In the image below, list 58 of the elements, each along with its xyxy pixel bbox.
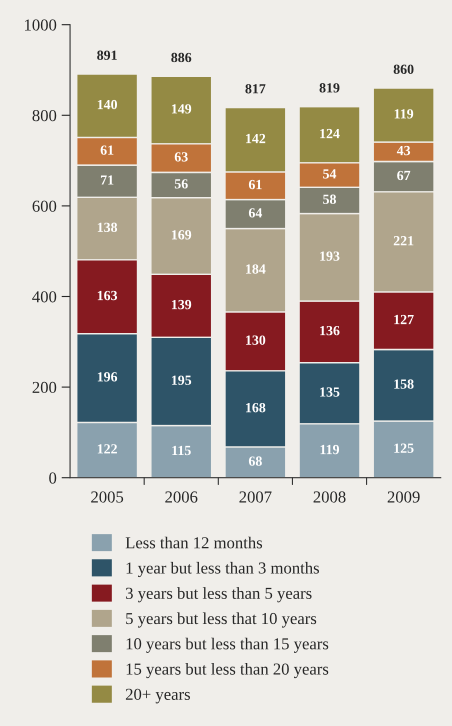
y-tick-label: 600 [32,200,56,212]
data-label: 61 [248,180,262,190]
data-label: 184 [246,264,266,274]
data-label: 127 [394,314,414,324]
data-label: 71 [100,175,114,185]
data-label: 138 [98,222,118,232]
y-tick-label: 1000 [25,19,56,31]
data-label: 142 [246,134,266,144]
total-label: 860 [394,64,414,74]
data-label: 168 [246,402,266,412]
data-label: 140 [98,100,118,110]
data-label: 64 [248,208,262,218]
legend-label: Less than 12 months [126,536,262,548]
data-label: 56 [174,179,188,189]
y-tick-label: 0 [49,472,56,484]
data-label: 139 [172,300,192,310]
y-tick-label: 800 [32,110,56,122]
data-label: 119 [320,444,340,454]
data-label: 58 [323,194,336,204]
data-label: 158 [394,379,414,389]
data-label: 135 [320,387,340,397]
data-label: 195 [172,376,192,385]
legend-label: 10 years but less than 15 years [126,638,328,653]
legend-label: 3 years but less than 5 years [126,587,312,602]
legend-label: 15 years but less than 20 years [126,662,328,678]
total-label: 891 [97,50,117,60]
data-label: 54 [323,169,336,179]
data-label: 63 [174,152,188,162]
data-label: 125 [394,444,414,453]
data-label: 119 [394,109,414,119]
y-tick-label: 200 [32,382,56,394]
data-label: 67 [397,170,410,180]
data-label: 43 [396,146,410,156]
y-tick-label: 400 [32,291,56,302]
x-tick-label: 2005 [91,491,124,503]
total-label: 817 [245,84,266,94]
data-label: 68 [248,456,262,466]
data-label: 130 [246,335,266,345]
x-tick-label: 2009 [388,491,420,503]
legend-label: 20+ years [126,688,190,704]
x-tick-label: 2007 [239,491,272,503]
total-label: 886 [171,52,192,62]
data-label: 163 [98,290,118,300]
data-label: 61 [100,145,114,155]
data-label: 136 [320,326,340,336]
data-label: 122 [98,444,117,454]
legend-label: 1 year but less than 3 months [126,562,319,578]
x-tick-label: 2006 [165,491,198,503]
total-label: 819 [320,83,340,93]
data-label: 196 [98,372,118,382]
data-label: 193 [320,251,340,261]
data-label: 221 [394,236,414,246]
data-label: 115 [172,446,191,456]
x-tick-label: 2008 [314,491,346,503]
data-label: 149 [172,104,192,114]
data-label: 169 [172,230,192,240]
data-label: 124 [320,128,340,138]
legend-label: 5 years but less that 10 years [126,612,316,628]
